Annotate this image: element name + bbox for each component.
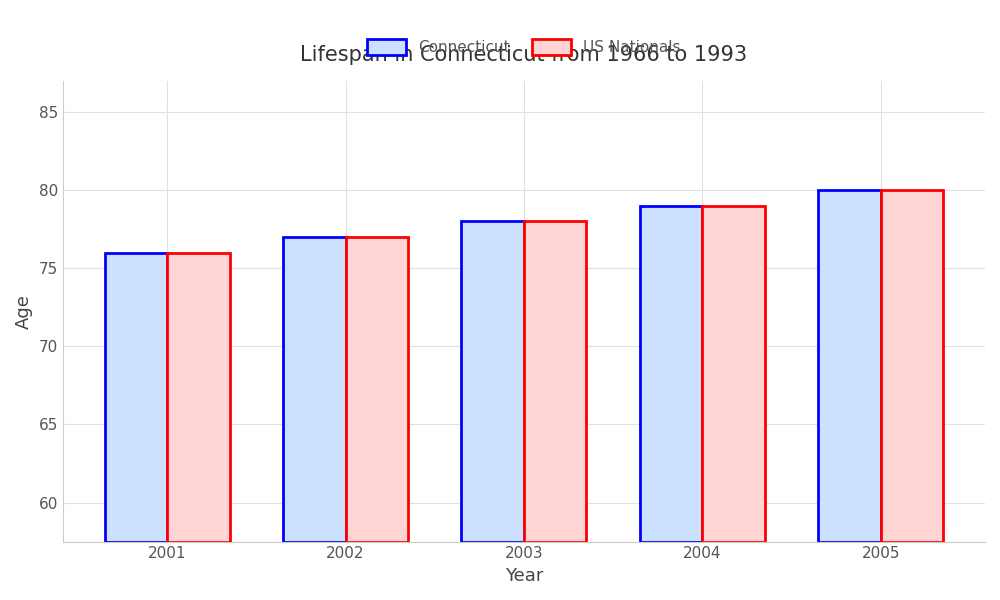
Title: Lifespan in Connecticut from 1966 to 1993: Lifespan in Connecticut from 1966 to 199… xyxy=(300,46,747,65)
Bar xyxy=(881,190,943,542)
Bar xyxy=(283,237,346,542)
Bar xyxy=(818,190,881,542)
X-axis label: Year: Year xyxy=(505,567,543,585)
Bar xyxy=(640,206,702,542)
Bar xyxy=(105,253,167,542)
Y-axis label: Age: Age xyxy=(15,294,33,329)
Bar xyxy=(346,237,408,542)
Bar xyxy=(461,221,524,542)
Bar xyxy=(167,253,230,542)
Legend: Connecticut, US Nationals: Connecticut, US Nationals xyxy=(361,33,686,61)
Bar xyxy=(524,221,586,542)
Bar xyxy=(702,206,765,542)
